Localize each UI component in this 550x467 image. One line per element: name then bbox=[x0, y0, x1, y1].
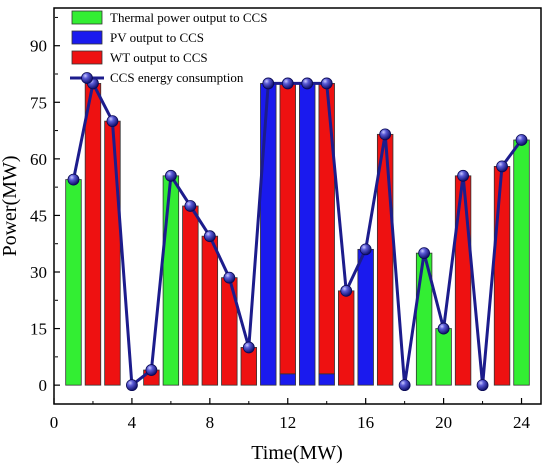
x-tick-label: 12 bbox=[279, 413, 296, 432]
bar bbox=[260, 83, 277, 386]
data-point bbox=[184, 200, 197, 212]
data-point bbox=[496, 160, 508, 173]
data-point bbox=[418, 247, 431, 260]
bar bbox=[493, 165, 511, 386]
x-axis-ticks: 0 4 8 12 16 20 24 bbox=[50, 398, 531, 432]
data-point bbox=[320, 77, 333, 90]
bar bbox=[201, 235, 219, 386]
bar bbox=[299, 83, 316, 386]
data-point bbox=[476, 379, 489, 392]
x-tick-label: 16 bbox=[357, 413, 374, 432]
plot-frame bbox=[53, 7, 542, 405]
bar bbox=[279, 83, 296, 375]
y-tick-label: 90 bbox=[30, 37, 47, 56]
legend-swatch bbox=[71, 50, 103, 65]
data-point bbox=[106, 115, 119, 128]
data-point bbox=[281, 77, 294, 90]
data-point bbox=[437, 322, 450, 335]
bars bbox=[65, 83, 530, 386]
data-point bbox=[457, 169, 469, 182]
x-tick-label: 24 bbox=[513, 413, 531, 432]
legend-label: PV output to CCS bbox=[110, 30, 204, 45]
data-point bbox=[164, 169, 177, 182]
y-tick-label: 60 bbox=[30, 150, 47, 169]
y-axis-label: Power(MW) bbox=[0, 155, 21, 256]
legend-swatch bbox=[71, 10, 103, 25]
legend-label: Thermal power output to CCS bbox=[110, 10, 267, 25]
bar bbox=[65, 179, 82, 386]
consumption-line-path bbox=[72, 78, 523, 388]
bar bbox=[162, 175, 180, 386]
legend: Thermal power output to CCS PV output to … bbox=[70, 10, 267, 85]
bar bbox=[435, 328, 452, 386]
y-axis-ticks: 0 15 30 45 60 75 90 bbox=[30, 16, 60, 395]
data-point bbox=[379, 128, 392, 141]
data-point bbox=[301, 77, 314, 90]
data-point bbox=[262, 77, 275, 90]
x-tick-label: 4 bbox=[128, 413, 137, 432]
y-tick-label: 45 bbox=[30, 206, 47, 225]
bar bbox=[357, 248, 374, 386]
legend-label: WT output to CCS bbox=[110, 50, 208, 65]
y-tick-label: 75 bbox=[30, 93, 47, 112]
data-point bbox=[515, 134, 528, 146]
data-point bbox=[398, 379, 411, 392]
data-point bbox=[203, 230, 216, 243]
data-point bbox=[126, 379, 138, 392]
legend-marker bbox=[81, 72, 93, 84]
consumption-line bbox=[67, 77, 528, 392]
y-tick-label: 30 bbox=[30, 263, 47, 282]
x-tick-label: 8 bbox=[206, 413, 215, 432]
bar bbox=[318, 373, 335, 386]
x-tick-label: 0 bbox=[50, 413, 59, 432]
data-point bbox=[242, 341, 255, 354]
bar bbox=[513, 139, 530, 386]
bar bbox=[279, 373, 296, 386]
legend-label: CCS energy consumption bbox=[110, 70, 244, 85]
data-point bbox=[67, 173, 80, 186]
y-tick-label: 15 bbox=[30, 320, 47, 339]
bar bbox=[338, 290, 355, 386]
y-tick-label: 0 bbox=[39, 376, 48, 395]
data-point bbox=[340, 284, 353, 297]
legend-swatch bbox=[71, 30, 103, 45]
bar bbox=[84, 83, 102, 386]
x-axis-label: Time(MW) bbox=[251, 442, 342, 464]
data-point bbox=[145, 364, 158, 376]
data-point bbox=[359, 243, 372, 256]
x-tick-label: 20 bbox=[435, 413, 452, 432]
bar bbox=[182, 205, 199, 386]
bar bbox=[104, 120, 121, 386]
data-point bbox=[223, 271, 236, 284]
